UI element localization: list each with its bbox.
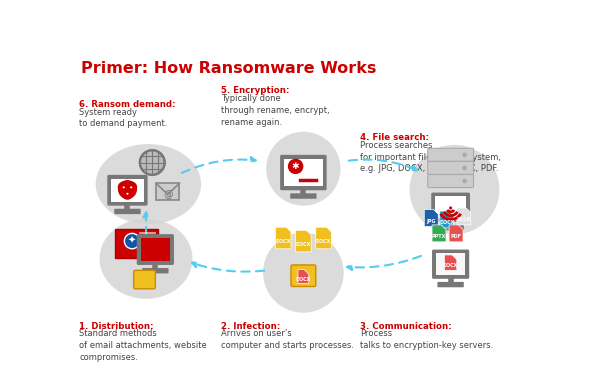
- FancyBboxPatch shape: [141, 238, 170, 261]
- Text: 5. Encryption:: 5. Encryption:: [221, 86, 289, 95]
- Text: Standard methods
of email attachments, website
compromises.: Standard methods of email attachments, w…: [80, 329, 207, 362]
- Text: DOCX: DOCX: [295, 277, 311, 282]
- Text: PDF: PDF: [450, 234, 462, 239]
- FancyBboxPatch shape: [111, 179, 144, 202]
- FancyBboxPatch shape: [428, 148, 474, 162]
- Text: DOCX: DOCX: [276, 239, 291, 243]
- FancyBboxPatch shape: [280, 155, 327, 190]
- Ellipse shape: [263, 232, 344, 313]
- Polygon shape: [432, 225, 446, 242]
- Text: DOCX: DOCX: [439, 220, 454, 225]
- Text: System ready
to demand payment.: System ready to demand payment.: [80, 107, 168, 128]
- FancyBboxPatch shape: [438, 282, 464, 287]
- Text: DOCX: DOCX: [295, 241, 311, 247]
- FancyBboxPatch shape: [432, 250, 469, 279]
- Text: Process searches
for important files on the system,
e.g. JPG, DOCX, XLSX, PPTX, : Process searches for important files on …: [360, 141, 501, 173]
- Text: ✱: ✱: [292, 162, 300, 171]
- Text: DOCX: DOCX: [443, 263, 458, 268]
- Circle shape: [462, 152, 467, 157]
- FancyBboxPatch shape: [115, 229, 158, 258]
- Circle shape: [125, 187, 130, 192]
- Text: 3. Communication:: 3. Communication:: [360, 322, 451, 331]
- FancyBboxPatch shape: [435, 196, 466, 218]
- FancyBboxPatch shape: [142, 268, 169, 274]
- Text: Primer: How Ransomware Works: Primer: How Ransomware Works: [81, 61, 376, 76]
- Polygon shape: [316, 227, 331, 249]
- Ellipse shape: [266, 132, 341, 206]
- Ellipse shape: [96, 144, 201, 224]
- Circle shape: [124, 233, 140, 249]
- Polygon shape: [276, 227, 291, 249]
- Text: XLSX: XLSX: [457, 217, 471, 222]
- Text: Process
talks to encryption-key servers.: Process talks to encryption-key servers.: [360, 329, 493, 350]
- Polygon shape: [449, 225, 463, 242]
- Text: @: @: [163, 189, 173, 199]
- Text: 2. Infection:: 2. Infection:: [221, 322, 280, 331]
- Polygon shape: [440, 211, 454, 228]
- FancyBboxPatch shape: [156, 183, 179, 200]
- Text: 4. File search:: 4. File search:: [360, 133, 429, 142]
- Circle shape: [462, 166, 467, 170]
- FancyBboxPatch shape: [438, 225, 464, 230]
- FancyBboxPatch shape: [107, 175, 148, 206]
- Circle shape: [462, 179, 467, 183]
- Polygon shape: [295, 230, 311, 252]
- Text: DOCX: DOCX: [316, 239, 331, 243]
- FancyBboxPatch shape: [137, 234, 174, 265]
- FancyBboxPatch shape: [114, 209, 141, 214]
- FancyBboxPatch shape: [133, 270, 155, 289]
- FancyBboxPatch shape: [431, 192, 470, 222]
- FancyBboxPatch shape: [436, 253, 465, 275]
- FancyBboxPatch shape: [428, 162, 474, 174]
- Text: 6. Ransom demand:: 6. Ransom demand:: [80, 100, 176, 109]
- Polygon shape: [424, 209, 438, 227]
- FancyBboxPatch shape: [284, 159, 323, 187]
- FancyBboxPatch shape: [291, 265, 316, 287]
- Ellipse shape: [410, 145, 499, 234]
- Circle shape: [449, 207, 452, 209]
- Circle shape: [140, 150, 164, 175]
- Text: ✦: ✦: [128, 236, 136, 246]
- Text: Typically done
through rename, encrypt,
rename again.: Typically done through rename, encrypt, …: [221, 94, 329, 127]
- Polygon shape: [298, 270, 309, 283]
- Text: Arrives on user’s
computer and starts processes.: Arrives on user’s computer and starts pr…: [221, 329, 354, 350]
- Text: PPTX: PPTX: [432, 234, 446, 239]
- Circle shape: [288, 159, 303, 174]
- FancyBboxPatch shape: [428, 174, 474, 187]
- Ellipse shape: [99, 219, 193, 299]
- Text: JPG: JPG: [426, 219, 436, 223]
- Polygon shape: [444, 255, 457, 270]
- Polygon shape: [457, 208, 471, 225]
- FancyBboxPatch shape: [290, 193, 316, 199]
- Text: 1. Distribution:: 1. Distribution:: [80, 322, 154, 331]
